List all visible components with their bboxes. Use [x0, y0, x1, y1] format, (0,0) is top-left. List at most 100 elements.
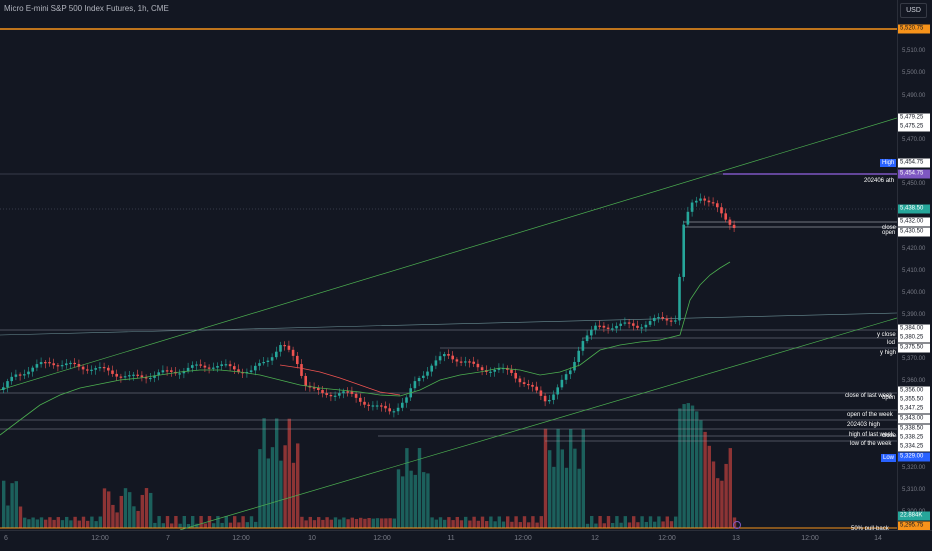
volume-bar [31, 517, 35, 528]
volume-bars [2, 403, 737, 528]
level-lines [0, 28, 897, 530]
volume-bar [203, 523, 207, 528]
candle [23, 374, 26, 376]
candle [359, 397, 362, 402]
candle [636, 325, 639, 328]
volume-bar [539, 516, 543, 528]
candle [417, 377, 421, 382]
volume-bar [186, 523, 191, 528]
volume-bar [413, 474, 417, 528]
volume-bar [317, 517, 321, 528]
volume-bar [81, 516, 86, 528]
candle [178, 373, 181, 375]
line-label: lod [887, 340, 896, 346]
candle [111, 370, 114, 374]
volume-bar [493, 521, 497, 528]
price-label: 5,295.75 [898, 521, 930, 531]
volume-bar [426, 473, 430, 528]
candle [300, 364, 303, 376]
volume-bar [207, 516, 212, 528]
candle [132, 374, 135, 376]
volume-bar [451, 520, 455, 528]
candle [52, 363, 55, 366]
volume-bar [144, 488, 149, 528]
candle [354, 393, 358, 398]
volume-bar [430, 517, 434, 528]
price-label: 5,430.50 [898, 227, 930, 237]
volume-bar [23, 517, 27, 528]
candle [682, 224, 685, 277]
candle [632, 323, 635, 326]
price-tick-label: 5,370.00 [902, 356, 926, 362]
volume-bar [468, 520, 472, 528]
candle [539, 390, 543, 396]
volume-bar [333, 517, 338, 528]
price-label: 5,338.50 [898, 424, 930, 434]
volume-bar [598, 516, 602, 528]
price-tick-label: 5,490.00 [902, 93, 926, 99]
volume-bar [153, 522, 157, 528]
candle [338, 393, 341, 396]
volume-bar [161, 523, 165, 528]
mid-channel-line [0, 312, 897, 336]
price-label: 5,520.75 [898, 24, 930, 34]
volume-bar [577, 468, 581, 528]
volume-bar [275, 418, 279, 528]
volume-bar [501, 521, 506, 528]
volume-bar [90, 516, 94, 528]
candle [371, 405, 375, 407]
volume-bar [287, 418, 291, 528]
time-tick-label: 12:00 [373, 535, 391, 542]
candle [518, 378, 522, 383]
candle [384, 405, 387, 409]
clock-icon[interactable] [733, 521, 741, 529]
candle [556, 387, 559, 395]
candle [585, 335, 589, 342]
candle [447, 354, 450, 356]
volume-bar [611, 523, 615, 528]
volume-bar [396, 469, 401, 528]
candle [94, 368, 97, 370]
candle [392, 411, 396, 413]
volume-bar [447, 517, 451, 528]
price-tick-label: 5,360.00 [902, 378, 926, 384]
price-label: 5,475.25 [898, 122, 930, 132]
candle [2, 387, 5, 390]
candle [573, 361, 576, 371]
price-label: 5,380.25 [898, 333, 930, 343]
volume-bar [266, 458, 270, 528]
volume-bar [165, 516, 170, 528]
candle [342, 391, 345, 394]
volume-bar [132, 506, 136, 528]
candle [464, 361, 467, 363]
time-tick-label: 13 [732, 535, 740, 542]
candle [430, 365, 433, 372]
candle [199, 364, 202, 366]
volume-bar [237, 522, 241, 528]
candle [514, 372, 517, 379]
candle [695, 200, 698, 203]
sma-red-line [279, 364, 401, 396]
volume-bar [312, 520, 317, 528]
candle [569, 370, 572, 375]
price-chart[interactable] [0, 0, 897, 530]
candle [716, 203, 719, 208]
volume-bar [363, 518, 367, 528]
currency-button[interactable]: USD [900, 3, 927, 18]
candle [615, 325, 618, 329]
volume-bar [111, 504, 115, 528]
candle [149, 377, 152, 380]
candle [522, 382, 526, 385]
price-tick-label: 5,500.00 [902, 70, 926, 76]
candle [333, 395, 337, 397]
chart-pane[interactable]: Micro E-mini S&P 500 Index Futures, 1h, … [0, 0, 897, 530]
line-label: open of the week [847, 412, 893, 418]
volume-bar [669, 521, 674, 528]
volume-bar [86, 520, 90, 528]
candle [119, 376, 123, 378]
candle [312, 387, 316, 389]
volume-bar [262, 418, 266, 528]
candle [44, 362, 47, 364]
candlesticks [2, 193, 736, 418]
time-axis[interactable] [0, 530, 932, 551]
